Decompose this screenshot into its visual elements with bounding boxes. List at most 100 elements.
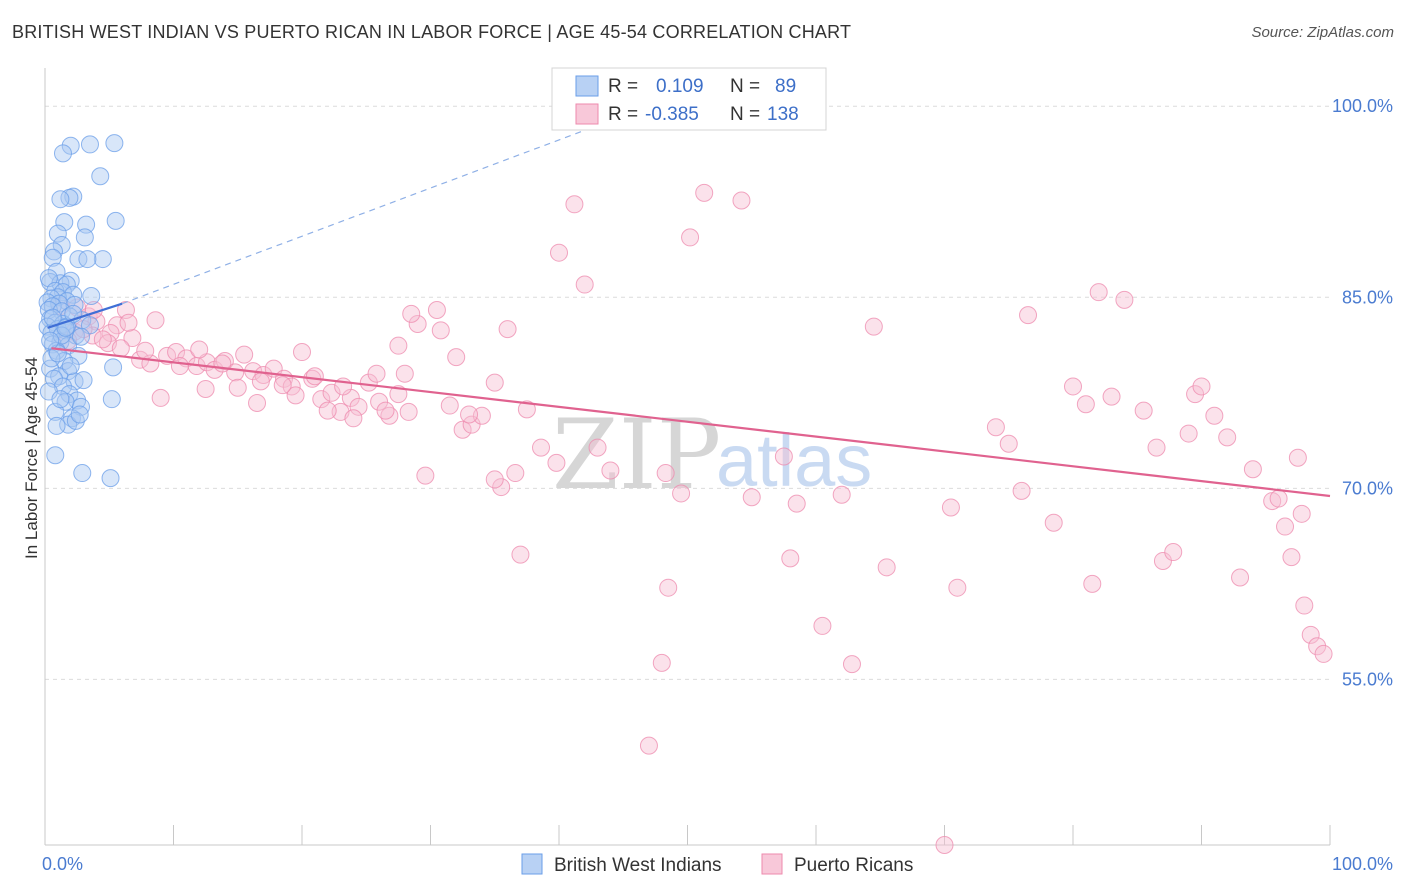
- pink-point-141: [1012, 481, 1031, 500]
- pink-point-115: [813, 616, 832, 635]
- legend-n-value-pink: 138: [767, 104, 799, 125]
- legend-r-label-pink: R =: [608, 104, 638, 125]
- pink-point-103: [1301, 625, 1320, 644]
- blue-point-87: [101, 469, 120, 488]
- blue-trend-line: [47, 302, 123, 329]
- blue-point-13: [52, 236, 71, 255]
- pink-point-57: [485, 373, 504, 392]
- blue-point-28: [48, 288, 67, 307]
- blue-point-6: [60, 188, 79, 207]
- chart-title: BRITISH WEST INDIAN VS PUERTO RICAN IN L…: [12, 22, 852, 42]
- blue-point-83: [41, 331, 60, 350]
- pink-point-76: [864, 317, 883, 336]
- pink-point-124: [273, 376, 292, 395]
- blue-point-16: [93, 250, 112, 269]
- x-tick-label-0: 0.0%: [42, 854, 83, 874]
- x-tick-label-100: 100.0%: [1332, 854, 1393, 874]
- pink-point-86: [1102, 387, 1121, 406]
- blue-point-0: [61, 136, 80, 155]
- blue-point-3: [53, 144, 72, 163]
- y-tick-label-100: 100.0%: [1332, 96, 1393, 116]
- pink-point-30: [312, 390, 331, 409]
- pink-point-74: [787, 494, 806, 513]
- pink-point-34: [349, 397, 368, 416]
- watermark-atlas: atlas: [716, 419, 872, 502]
- pink-point-81: [1019, 306, 1038, 325]
- legend-n-label-pink: N =: [730, 104, 760, 125]
- pink-point-91: [1164, 543, 1183, 562]
- pink-point-65: [588, 438, 607, 457]
- blue-point-1: [80, 135, 99, 154]
- pink-point-125: [170, 357, 189, 376]
- pink-point-84: [1076, 395, 1095, 414]
- blue-point-14: [44, 242, 63, 261]
- pink-point-96: [1218, 428, 1237, 447]
- y-axis-label: In Labor Force | Age 45-54: [22, 357, 41, 559]
- pink-point-50: [402, 304, 421, 323]
- pink-point-75: [832, 485, 851, 504]
- pink-point-98: [1243, 460, 1262, 479]
- blue-point-11: [48, 224, 67, 243]
- blue-point-18: [78, 250, 97, 269]
- pink-point-46: [344, 409, 363, 428]
- blue-point-9: [55, 213, 74, 232]
- pink-trend-line: [51, 347, 1331, 498]
- pink-point-48: [408, 315, 427, 334]
- pink-point-27: [282, 377, 301, 396]
- blue-point-2: [105, 134, 124, 153]
- blue-point-7: [51, 190, 70, 209]
- series-legend-label-pink: Puerto Ricans: [794, 855, 913, 876]
- watermark-zip: ZIP: [552, 399, 721, 511]
- blue-point-74: [51, 390, 70, 409]
- pink-point-104: [1308, 637, 1327, 656]
- pink-point-59: [517, 400, 536, 419]
- blue-point-88: [46, 446, 65, 465]
- pink-point-108: [1292, 504, 1311, 523]
- blue-point-85: [74, 371, 93, 390]
- pink-point-117: [511, 545, 530, 564]
- pink-point-60: [532, 438, 551, 457]
- pink-point-43: [248, 394, 267, 413]
- pink-point-55: [462, 415, 481, 434]
- pink-point-85: [1089, 283, 1108, 302]
- pink-point-69: [681, 228, 700, 247]
- legend-r-label-blue: R =: [608, 76, 638, 97]
- pink-point-126: [136, 341, 155, 360]
- pink-point-49: [389, 336, 408, 355]
- pink-point-106: [1269, 489, 1288, 508]
- pink-point-131: [111, 339, 130, 358]
- watermark: ZIP atlas: [552, 399, 872, 511]
- pink-point-82: [1044, 513, 1063, 532]
- pink-point-53: [447, 348, 466, 367]
- blue-point-76: [61, 357, 80, 376]
- blue-point-8: [106, 211, 125, 230]
- pink-point-116: [659, 578, 678, 597]
- pink-point-80: [999, 434, 1018, 453]
- y-tick-label-55: 55.0%: [1342, 669, 1393, 689]
- pink-point-15: [167, 343, 186, 362]
- pink-point-123: [440, 396, 459, 415]
- legend-n-label-blue: N =: [730, 76, 760, 97]
- correlation-legend: R = 0.109 N = 89 R = -0.385 N = 138: [551, 67, 827, 131]
- pink-point-139: [416, 466, 435, 485]
- pink-point-101: [1282, 548, 1301, 567]
- pink-point-54: [453, 420, 472, 439]
- series-legend-swatch-pink: [761, 853, 783, 875]
- pink-point-73: [774, 447, 793, 466]
- pink-point-61: [547, 453, 566, 472]
- blue-point-26: [53, 283, 72, 302]
- pink-point-56: [472, 406, 491, 425]
- pink-point-110: [877, 558, 896, 577]
- pink-point-4: [107, 316, 126, 335]
- pink-point-119: [485, 470, 504, 489]
- blue-trend-extension: [121, 105, 650, 305]
- pink-point-28: [293, 343, 311, 362]
- data-points: [38, 134, 1333, 854]
- pink-point-83: [1064, 377, 1082, 396]
- pink-point-44: [286, 386, 305, 405]
- pink-point-47: [395, 364, 414, 383]
- pink-point-92: [1179, 424, 1198, 443]
- pink-point-51: [427, 301, 446, 320]
- pink-point-9: [123, 329, 142, 348]
- pink-point-121: [376, 401, 395, 420]
